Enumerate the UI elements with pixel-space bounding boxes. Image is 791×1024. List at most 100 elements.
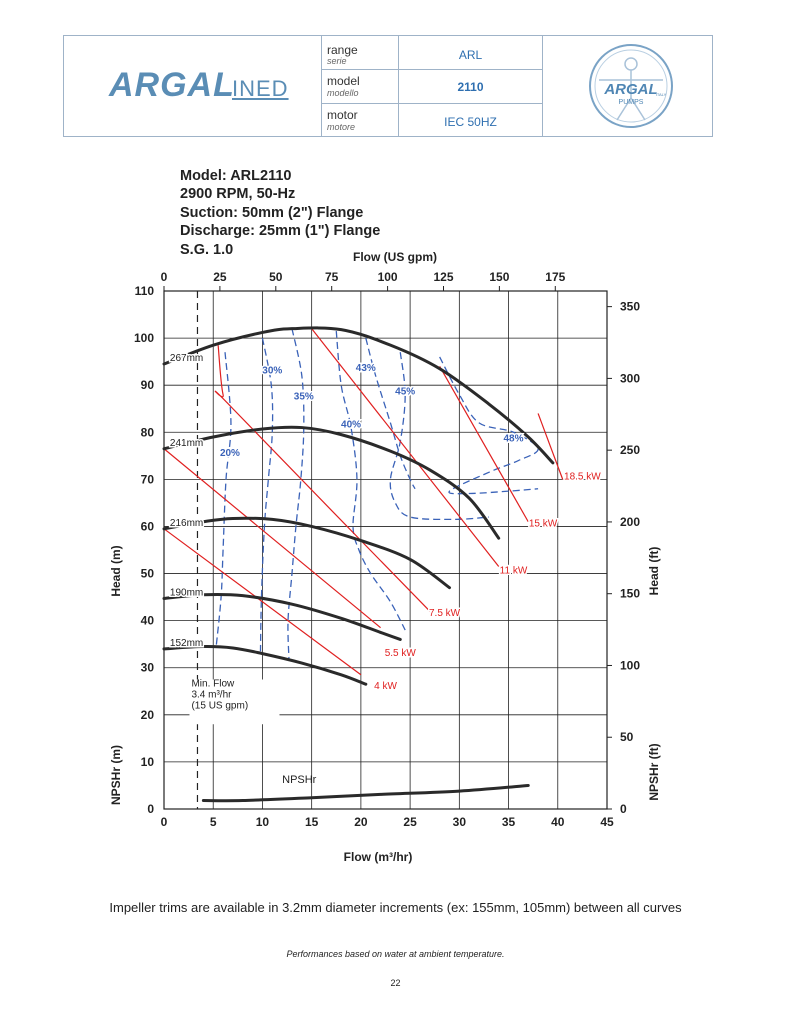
- x-axis-label: Flow (m³/hr): [344, 850, 413, 864]
- badge-sub: PUMPS: [619, 99, 644, 106]
- power-line: [537, 413, 564, 480]
- rpm-info: 2900 RPM, 50-Hz: [180, 186, 296, 202]
- x-tick-label: 35: [502, 815, 516, 829]
- model-sub: modello: [327, 88, 359, 98]
- ft-tick-label: 250: [620, 443, 640, 457]
- efficiency-curve: [259, 337, 274, 652]
- motor-label: motor: [327, 108, 358, 122]
- page-number: 22: [390, 978, 401, 988]
- ft-tick-label: 200: [620, 515, 640, 529]
- y-tick-label: 50: [141, 567, 155, 581]
- y-tick-label: 20: [141, 708, 155, 722]
- power-line: [214, 345, 431, 612]
- logo-suffix: INED: [232, 76, 289, 101]
- gpm-tick-label: 75: [325, 270, 339, 284]
- x-tick-label: 15: [305, 815, 319, 829]
- power-line: [163, 448, 381, 629]
- argal-pumps-badge: ARGAL PUMPS ITALY: [589, 44, 673, 128]
- badge-text: ARGAL: [603, 81, 657, 98]
- gpm-tick-label: 50: [269, 270, 283, 284]
- impeller-label: 267mm: [170, 353, 203, 364]
- power-label: 4 kW: [374, 681, 397, 692]
- x-tick-label: 25: [403, 815, 417, 829]
- efficiency-label: 40%: [341, 420, 361, 431]
- head-curve: [162, 645, 368, 686]
- ft-tick-label: 50: [620, 730, 634, 744]
- power-label: 18.5 kW: [564, 471, 601, 482]
- power-line: [163, 528, 362, 676]
- range-value: ARL: [458, 48, 483, 62]
- x-tick-label: 40: [551, 815, 565, 829]
- logo-text: ARGAL: [109, 66, 235, 104]
- head-curve: [162, 592, 402, 641]
- ft-tick-label: 300: [620, 371, 640, 385]
- efficiency-label: 43%: [356, 363, 376, 374]
- sg-info: S.G. 1.0: [180, 242, 234, 258]
- y-tick-label: 70: [141, 472, 155, 486]
- power-label: 11 kW: [500, 566, 528, 577]
- efficiency-curve: [335, 330, 406, 631]
- impeller-label: 241mm: [170, 438, 203, 449]
- efficiency-label: 45%: [395, 387, 415, 398]
- y-tick-label: 40: [141, 614, 155, 628]
- range-label: range: [327, 43, 358, 57]
- efficiency-label: 35%: [294, 391, 314, 402]
- min-flow-label: 3.4 m³/hr: [191, 690, 232, 701]
- head-curve: [162, 425, 501, 540]
- head-curves: [162, 326, 555, 803]
- y-tick-label: 90: [141, 378, 155, 392]
- x-tick-label: 10: [256, 815, 270, 829]
- chart-labels: 0 5 10 15 20 25 30 35 40 45 0 10 20 30 40 50 60 70 80 90 100…: [134, 270, 640, 829]
- min-flow-label: Min. Flow: [191, 679, 235, 690]
- efficiency-curve: [287, 328, 305, 661]
- power-label: 5.5 kW: [385, 648, 417, 659]
- x2-axis-label: Flow (US gpm): [353, 250, 437, 264]
- x-tick-label: 45: [600, 815, 614, 829]
- power-line: [311, 328, 500, 567]
- head-curve: [162, 326, 555, 465]
- motor-value: IEC 50HZ: [444, 115, 497, 129]
- x-tick-label: 5: [210, 815, 217, 829]
- power-label: 15 kW: [529, 518, 558, 529]
- efficiency-curve: [439, 356, 539, 495]
- plot-frame: [163, 290, 608, 810]
- npsh-label: NPSHr: [282, 774, 317, 786]
- npsh-curve: [201, 783, 530, 803]
- efficiency-label: 48%: [503, 434, 523, 445]
- power-lines: [163, 328, 564, 676]
- power-line: [439, 366, 529, 523]
- y-tick-label: 60: [141, 519, 155, 533]
- efficiency-curves: [215, 328, 539, 661]
- y-tick-label: 10: [141, 755, 155, 769]
- y-tick-label: 30: [141, 661, 155, 675]
- npsh-ft-axis-label: NPSHr (ft): [647, 743, 661, 800]
- min-flow-label-bg: [189, 679, 280, 725]
- ft-tick-label: 100: [620, 658, 640, 672]
- range-sub: serie: [327, 56, 347, 66]
- y2-axis-label: Head (ft): [647, 547, 661, 596]
- gpm-tick-label: 0: [161, 270, 168, 284]
- y-tick-label: 80: [141, 425, 155, 439]
- model-name: Model: ARL2110: [180, 168, 292, 184]
- gpm-tick-label: 25: [213, 270, 227, 284]
- head-curve: [162, 516, 451, 590]
- model-value: 2110: [457, 80, 484, 94]
- efficiency-label: 20%: [220, 448, 240, 459]
- gpm-tick-label: 150: [489, 270, 509, 284]
- y-tick-label: 110: [135, 284, 155, 298]
- ft-tick-label: 150: [620, 587, 640, 601]
- grid: [163, 286, 612, 810]
- efficiency-curve: [215, 352, 232, 647]
- discharge-info: Discharge: 25mm (1") Flange: [180, 223, 381, 239]
- efficiency-label: 30%: [262, 365, 282, 376]
- model-label: model: [327, 74, 360, 88]
- performance-note: Performances based on water at ambient t…: [286, 949, 505, 959]
- gpm-tick-label: 125: [433, 270, 453, 284]
- min-flow-label: (15 US gpm): [191, 701, 248, 712]
- suction-info: Suction: 50mm (2") Flange: [180, 205, 364, 221]
- badge-country: ITALY: [656, 92, 667, 97]
- gpm-tick-label: 175: [545, 270, 565, 284]
- efficiency-curve: [389, 352, 489, 521]
- y-tick-label: 100: [134, 331, 154, 345]
